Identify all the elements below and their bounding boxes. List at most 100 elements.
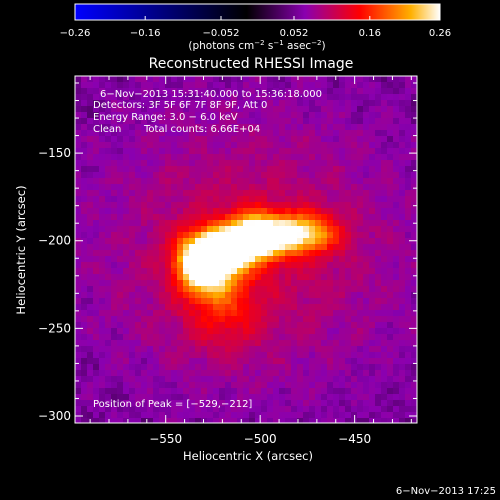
heatmap-cell [153,208,160,215]
heatmap-cell [333,322,340,329]
heatmap-cell [129,304,136,311]
heatmap-cell [315,106,322,113]
heatmap-cell [231,286,238,293]
heatmap-cell [207,262,214,269]
heatmap-cell [207,394,214,401]
heatmap-cell [225,166,232,173]
heatmap-cell [309,190,316,197]
heatmap-cell [351,334,358,341]
heatmap-cell [297,100,304,107]
heatmap-cell [165,82,172,89]
heatmap-cell [171,214,178,221]
heatmap-cell [399,352,406,359]
heatmap-cell [75,166,82,173]
heatmap-cell [363,136,370,143]
heatmap-cell [261,142,268,149]
heatmap-cell [255,88,262,95]
heatmap-cell [273,406,280,413]
heatmap-cell [177,352,184,359]
heatmap-cell [177,130,184,137]
heatmap-cell [333,202,340,209]
heatmap-cell [141,256,148,263]
heatmap-cell [273,340,280,347]
heatmap-cell [105,316,112,323]
heatmap-cell [279,280,286,287]
heatmap-cell [165,142,172,149]
heatmap-cell [381,226,388,233]
heatmap-cell [225,280,232,287]
heatmap-cell [111,274,118,281]
heatmap-cell [99,232,106,239]
heatmap-cell [243,82,250,89]
heatmap-cell [405,340,412,347]
heatmap-cell [303,214,310,221]
heatmap-cell [351,274,358,281]
heatmap-cell [75,394,82,401]
heatmap-cell [111,220,118,227]
heatmap-cell [135,316,142,323]
heatmap-cell [267,352,274,359]
heatmap-cell [363,334,370,341]
heatmap-cell [387,394,394,401]
heatmap-cell [399,268,406,275]
heatmap-cell [303,118,310,125]
heatmap-cell [87,118,94,125]
heatmap-cell [195,238,202,245]
heatmap-cell [303,166,310,173]
heatmap-cell [411,400,418,407]
heatmap-cell [261,412,268,419]
heatmap-cell [129,376,136,383]
heatmap-cell [147,352,154,359]
heatmap-cell [309,178,316,185]
heatmap-cell [159,376,166,383]
heatmap-cell [225,190,232,197]
heatmap-cell [171,154,178,161]
heatmap-cell [171,130,178,137]
heatmap-cell [123,400,130,407]
heatmap-cell [405,292,412,299]
heatmap-cell [243,142,250,149]
heatmap-cell [225,412,232,419]
heatmap-cell [183,280,190,287]
heatmap-cell [165,136,172,143]
heatmap-cell [255,370,262,377]
heatmap-cell [219,226,226,233]
heatmap-cell [399,304,406,311]
heatmap-cell [375,322,382,329]
heatmap-cell [141,280,148,287]
heatmap-cell [75,100,82,107]
heatmap-cell [195,400,202,407]
heatmap-cell [351,178,358,185]
heatmap-cell [297,322,304,329]
heatmap-cell [405,112,412,119]
heatmap-cell [207,148,214,155]
heatmap-cell [285,406,292,413]
heatmap-cell [297,136,304,143]
heatmap-cell [207,298,214,305]
heatmap-cell [129,244,136,251]
x-tick-label: −500 [244,432,277,446]
heatmap-cell [285,154,292,161]
heatmap-cell [123,82,130,89]
heatmap-cell [105,388,112,395]
heatmap-cell [321,304,328,311]
heatmap-cell [375,274,382,281]
heatmap-cell [135,220,142,227]
heatmap-cell [195,148,202,155]
heatmap-cell [387,340,394,347]
heatmap-cell [117,382,124,389]
heatmap-cell [159,262,166,269]
heatmap-cell [303,232,310,239]
heatmap-cell [93,346,100,353]
heatmap-cell [405,316,412,323]
heatmap-cell [123,238,130,245]
heatmap-cell [177,304,184,311]
heatmap-cell [303,346,310,353]
heatmap-cell [321,142,328,149]
heatmap-cell [75,256,82,263]
heatmap-cell [81,352,88,359]
heatmap-cell [255,334,262,341]
heatmap-cell [81,382,88,389]
heatmap-cell [243,76,250,83]
heatmap-cell [369,256,376,263]
